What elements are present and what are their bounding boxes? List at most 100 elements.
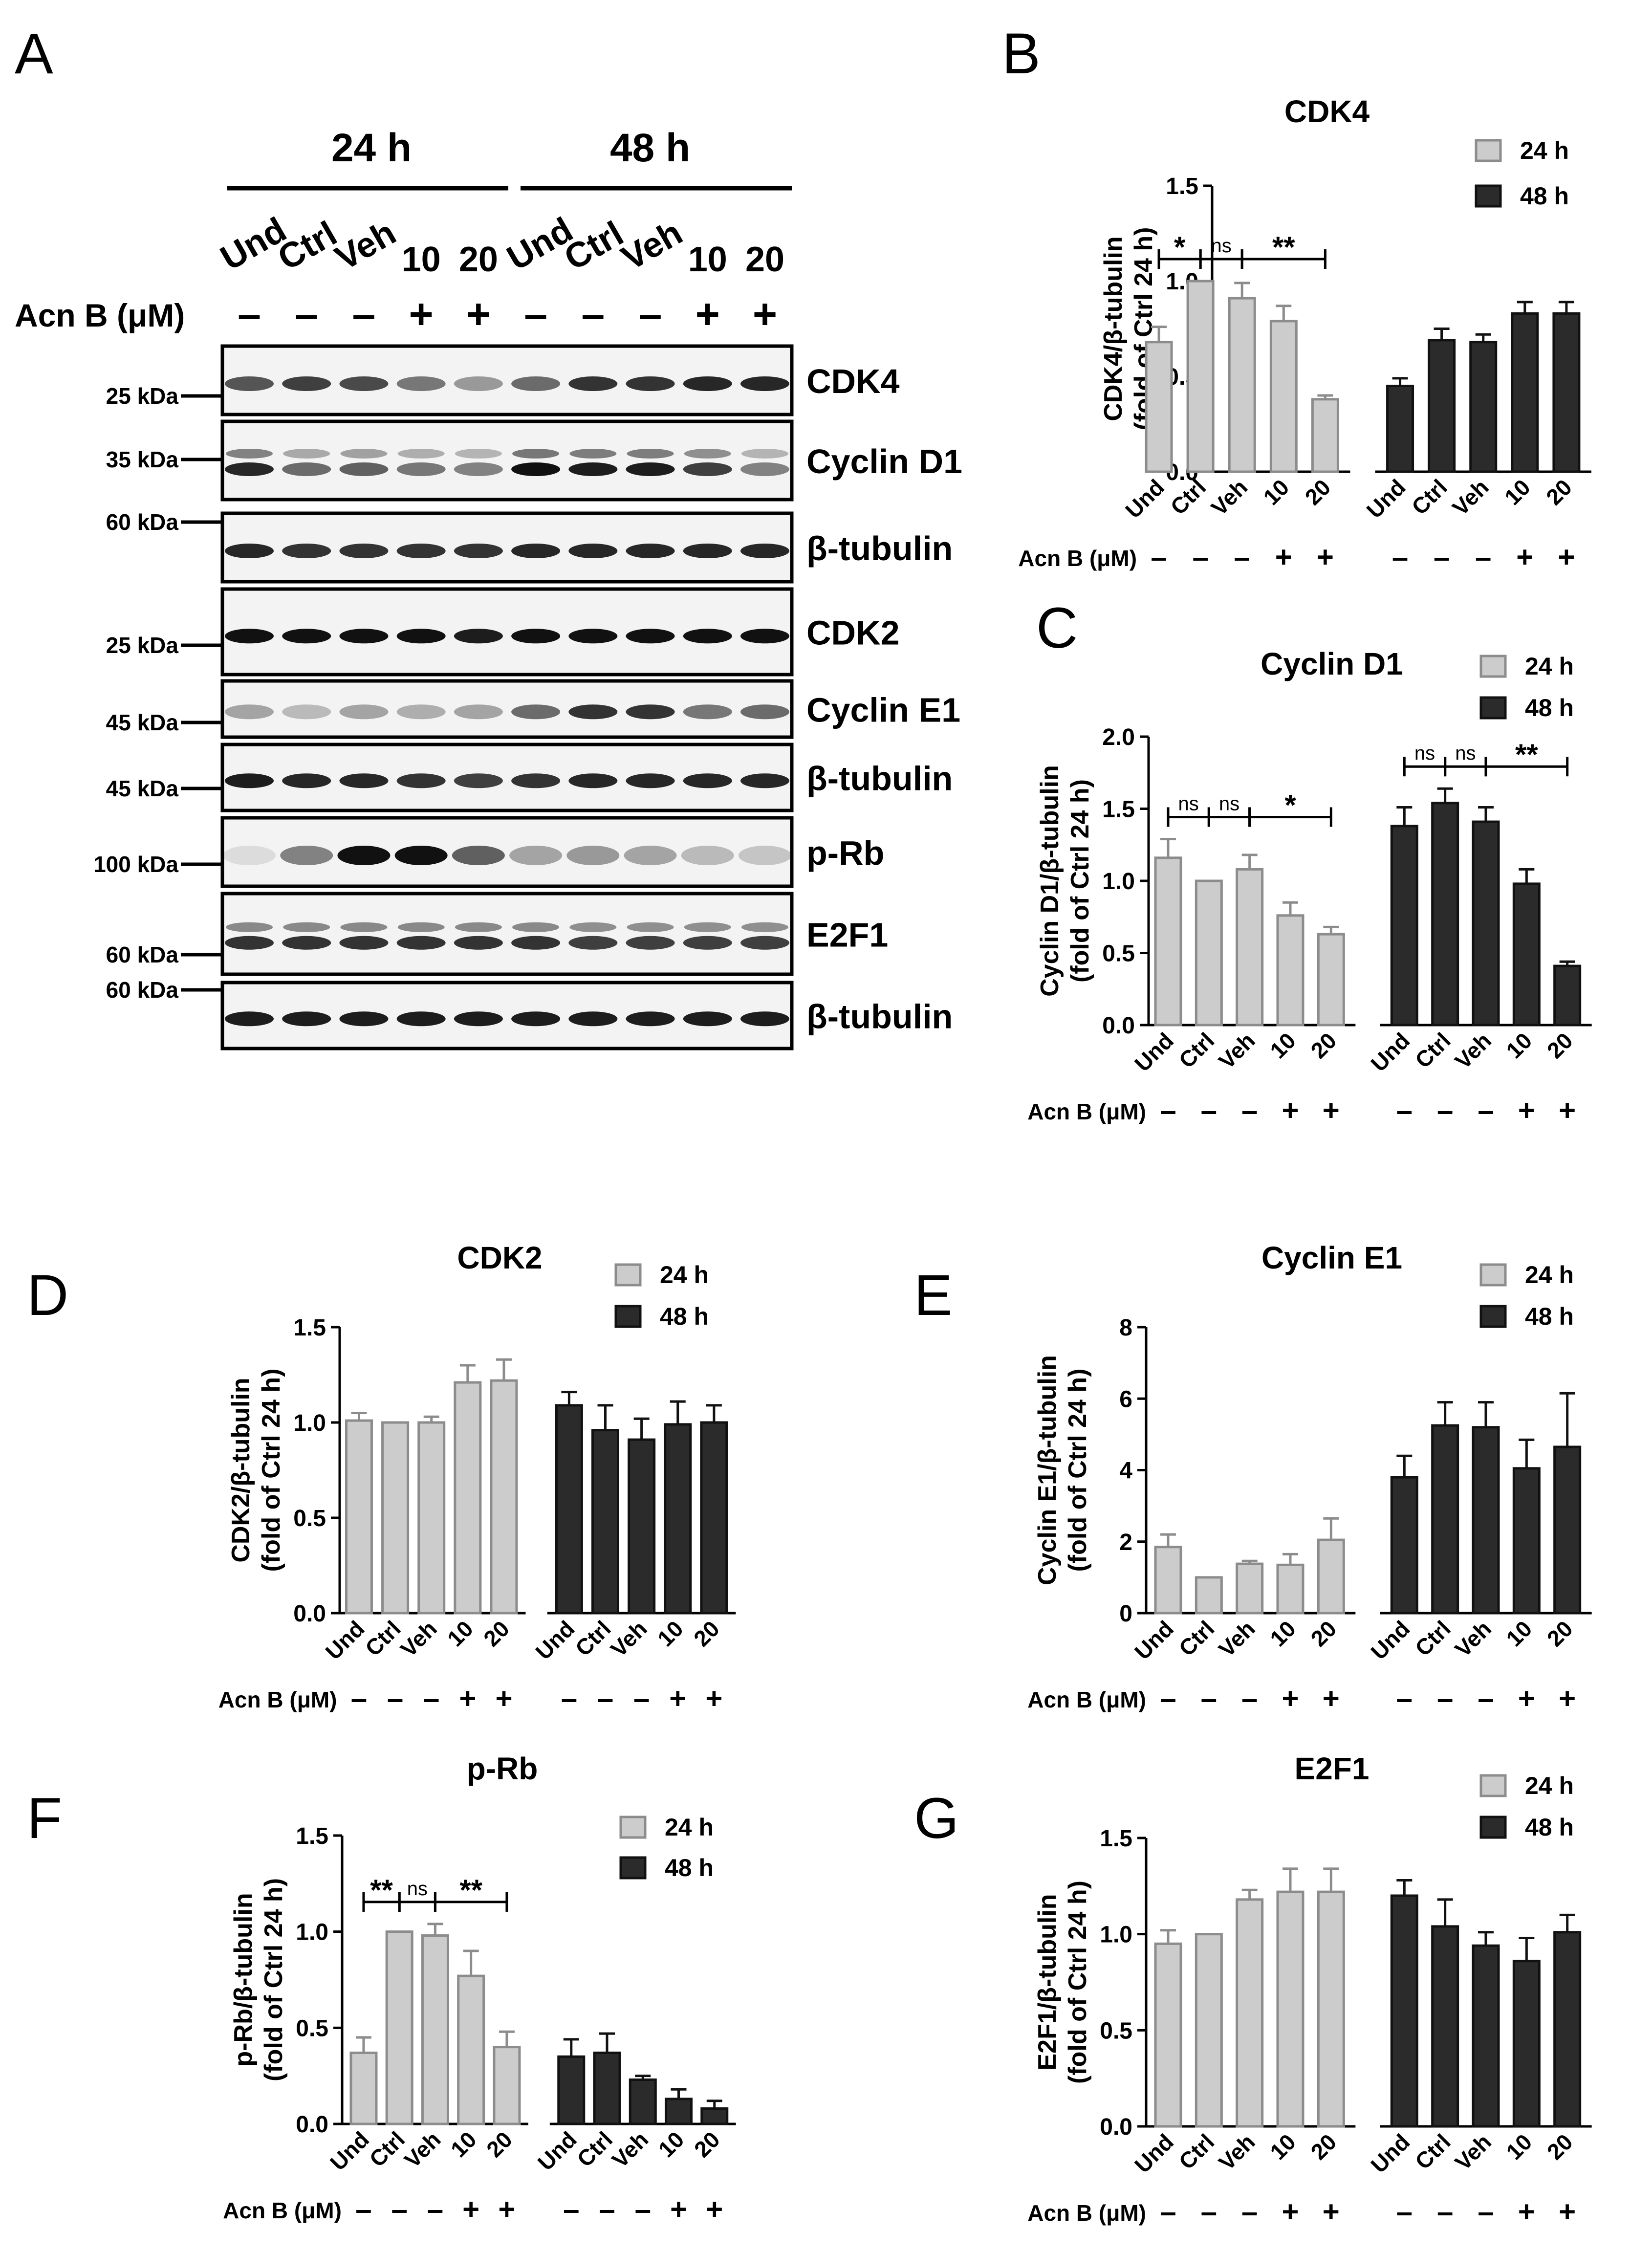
blot-band (339, 936, 389, 950)
x-tick-label: 20 (689, 1616, 724, 1651)
bar-48h-10 (1512, 1960, 1541, 2128)
treatment-sign: – (1434, 541, 1450, 573)
treatment-sign: – (1192, 541, 1208, 573)
blot-band (626, 629, 675, 644)
significance-label: ** (1515, 738, 1538, 771)
blot-band (681, 846, 734, 865)
treatment-sign: – (1437, 1682, 1453, 1715)
treatment-sign: – (1241, 1682, 1258, 1715)
blot-band (626, 1011, 675, 1027)
bar-48h-ctrl (1431, 802, 1459, 1027)
x-tick-label: Veh (395, 1616, 442, 1662)
blot-band (282, 773, 331, 788)
lane-label: Veh (328, 213, 402, 278)
panel-letter: A (15, 22, 53, 86)
treatment-sign: – (1201, 1682, 1217, 1715)
blot-band (396, 462, 446, 476)
treatment-sign: – (1478, 2195, 1494, 2228)
treatment-sign: + (466, 291, 491, 338)
bar-24h-ctrl (1186, 280, 1215, 473)
chart-title: CDK2 (457, 1240, 542, 1275)
x-tick-label: 10 (442, 1616, 478, 1651)
treatment-sign: – (423, 1682, 439, 1715)
legend-swatch (1479, 1263, 1507, 1287)
treatment-sign: – (1475, 541, 1491, 573)
blot-band (568, 704, 618, 720)
bar-24h-20 (1311, 398, 1339, 473)
y-axis-label-line: Cyclin D1/β-tubulin (1036, 765, 1064, 997)
treatment-sign: + (705, 1682, 722, 1715)
blot-band (339, 376, 389, 391)
bar-24h-und (1154, 856, 1182, 1027)
x-tick-label: Ctrl (1410, 1028, 1456, 1073)
treatment-sign: – (351, 1682, 367, 1715)
protein-label: Cyclin E1 (806, 691, 960, 729)
treatment-sign: + (1518, 1682, 1535, 1715)
blot-band (627, 449, 674, 459)
blot-band (454, 376, 503, 391)
blot-band (511, 936, 561, 950)
blot-band (397, 449, 445, 459)
treatment-sign: + (753, 291, 777, 338)
blot-band (741, 449, 788, 459)
legend-label: 48 h (1525, 1814, 1574, 1841)
blot-band (397, 922, 445, 932)
blot-band (511, 704, 561, 720)
y-axis-label-line: CDK2/β-tubulin (227, 1378, 255, 1562)
blot-band (741, 922, 788, 932)
marker-label: 25 kDa (106, 633, 179, 658)
treatment-sign: – (1160, 1094, 1176, 1127)
blot-band (568, 629, 618, 644)
blot-band (339, 704, 389, 720)
x-tick-label: Und (1130, 2129, 1178, 2178)
significance-label: ** (1272, 231, 1295, 263)
blot-band (282, 1011, 331, 1027)
x-tick-label: 10 (1258, 474, 1294, 510)
treatment-sign: – (1160, 1682, 1176, 1715)
blot-band (512, 922, 560, 932)
treatment-sign: – (1396, 2195, 1413, 2228)
blot-band (684, 922, 731, 932)
legend-swatch (1475, 184, 1502, 208)
blot-band (568, 1011, 618, 1027)
blot-band (569, 922, 617, 932)
treatment-sign: + (1323, 2195, 1340, 2228)
x-tick-label: 20 (481, 2126, 517, 2162)
treatment-sign: – (599, 2193, 615, 2226)
chart-panel-f: Fp-Rb 0.0 0.5 1.0 1.5 p-Rb/β-tubulin (fold of … (27, 1751, 736, 2226)
legend-label: 48 h (1525, 694, 1574, 722)
bar-48h-veh (1472, 1426, 1500, 1615)
x-tick-label: Ctrl (1174, 1028, 1219, 1073)
legend-label: 48 h (665, 1854, 714, 1881)
significance-label: ns (1455, 743, 1476, 764)
y-tick-label: 0.5 (296, 2015, 328, 2041)
time-label-24h: 24 h (331, 126, 412, 170)
y-tick-label: 0.5 (1102, 941, 1135, 967)
significance-bracket: ns (1167, 793, 1210, 827)
bar-24h-ctrl (385, 1930, 413, 2125)
significance-bracket: ns (1403, 743, 1447, 777)
blot-frame (220, 892, 794, 976)
bar-24h-10 (1269, 320, 1298, 473)
lane-label: Veh (615, 213, 689, 278)
blot-band (740, 704, 789, 720)
blot-band (740, 629, 789, 644)
bar-24h-und (345, 1419, 373, 1615)
blot-band (568, 936, 618, 950)
x-tick-label: Ctrl (572, 2126, 617, 2172)
y-axis-label: Cyclin E1/β-tubulin (fold of Ctrl 24 h) (1033, 1355, 1092, 1585)
chart-panel-e: E Cyclin E1 0 2 4 6 8 Cyclin E1/β-tubulin (fold … (914, 1240, 1592, 1715)
panel-letter: B (1002, 22, 1041, 86)
legend-label: 24 h (665, 1814, 714, 1841)
protein-label: Cyclin D1 (806, 442, 962, 481)
treatment-sign: + (1559, 2195, 1576, 2228)
blot-band (626, 704, 675, 720)
bar-48h-10 (664, 1423, 692, 1615)
legend-label: 48 h (1520, 182, 1569, 210)
treatment-label: Acn B (μM) (223, 2198, 342, 2223)
bar-48h-veh (629, 2078, 657, 2125)
treatment-sign: – (1437, 2195, 1453, 2228)
y-tick-label: 8 (1119, 1315, 1132, 1341)
blot-row-cyclin-d1: Cyclin D1 35 kDa (106, 419, 962, 502)
panel-letter: E (914, 1263, 953, 1328)
